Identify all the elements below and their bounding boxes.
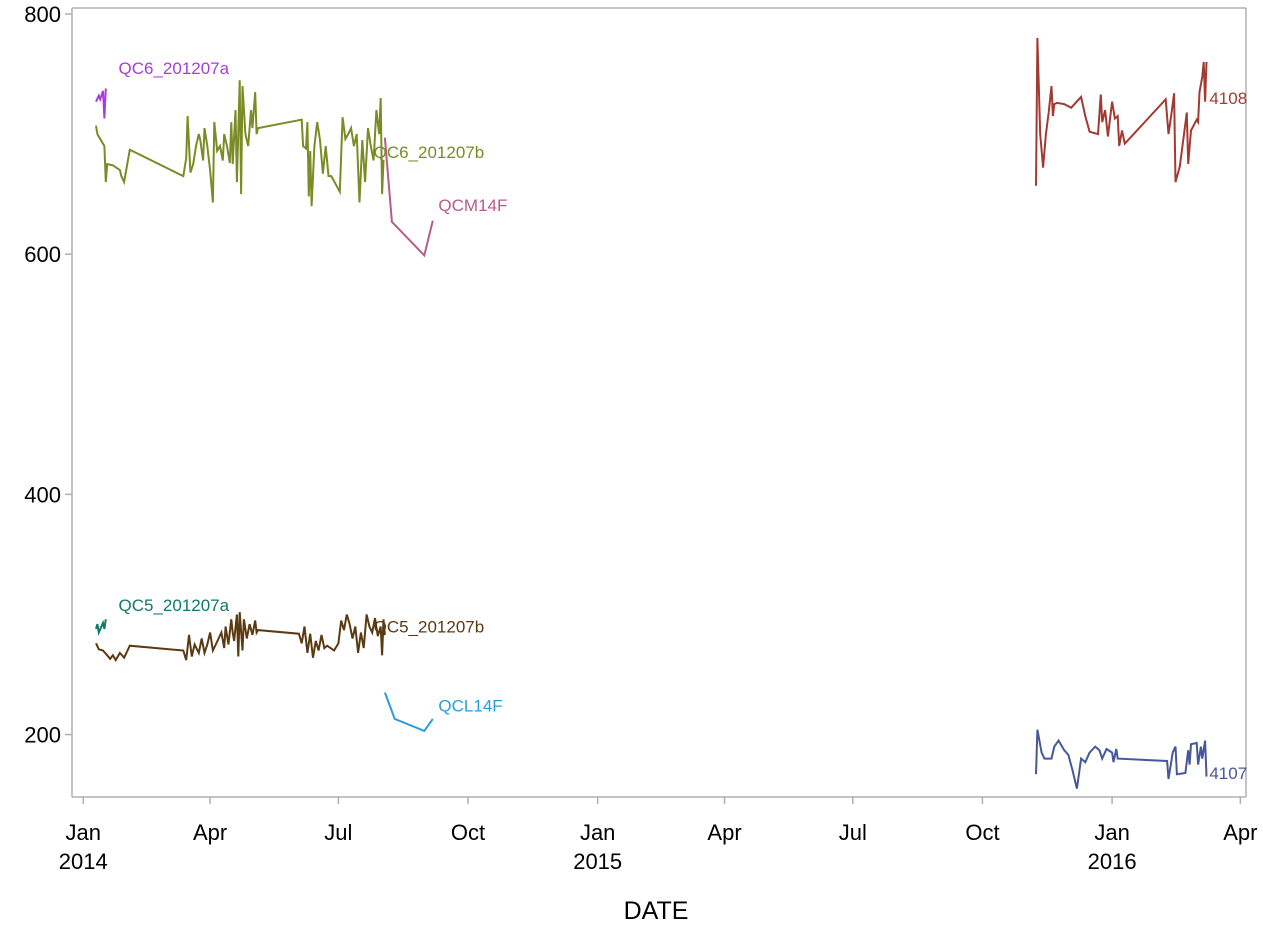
x-tick-label: Oct [451,820,485,845]
x-tick-label: Jan [580,820,615,845]
plot-area [72,8,1246,797]
series-qcl14f: QCL14F [383,692,503,733]
x-tick-label: Jan [1094,820,1129,845]
x-tick-label: Apr [193,820,227,845]
series-line [1035,729,1208,789]
x-tick-label: Oct [965,820,999,845]
y-tick-label: 600 [24,242,61,267]
series-label: QC5_201207b [374,617,485,636]
series-label: QC5_201207a [119,596,230,615]
series-qc6-201207a: QC6_201207a [95,59,230,119]
series-qc6-201207b: QC6_201207b [95,80,485,207]
y-axis-ticks: 200 400 600 800 [24,2,72,748]
series-line [95,88,107,119]
y-tick-label: 400 [24,482,61,507]
x-axis-title: DATE [624,897,689,925]
x-tick-label: Jul [839,820,867,845]
x-tick-label: Jul [324,820,352,845]
y-tick-label: 200 [24,723,61,748]
series-label: QC6_201207b [374,143,485,162]
x-tick-year-label: 2014 [59,849,108,874]
series-label: 4108 [1209,89,1247,108]
x-tick-label: Apr [707,820,741,845]
x-axis-ticks: Jan 2014 Apr Jul Oct Jan 2015 Apr Jul Oct Jan 2016 A… [59,797,1257,874]
series-4108: 4108 [1035,37,1247,186]
series-qc5-201207a: QC5_201207a [95,596,230,636]
series-label: QC6_201207a [119,59,230,78]
x-tick-year-label: 2016 [1088,849,1137,874]
series-line [383,137,434,258]
series-line [1035,37,1208,186]
series-layer: QC6_201207a QC6_201207b QCM14F QC5_201207a Q… [95,37,1247,789]
series-line [383,692,434,733]
series-label: 4107 [1209,764,1247,783]
series-qcm14f: QCM14F [383,137,507,258]
x-tick-label: Apr [1223,820,1257,845]
series-line [95,612,386,663]
series-line [95,619,107,636]
series-label: QCL14F [438,697,502,716]
y-tick-label: 800 [24,2,61,27]
series-qc5-201207b: QC5_201207b [95,612,485,663]
series-label: QCM14F [438,196,507,215]
series-4107: 4107 [1035,729,1247,789]
x-tick-year-label: 2015 [573,849,622,874]
x-tick-label: Jan [66,820,101,845]
series-line [95,80,385,207]
